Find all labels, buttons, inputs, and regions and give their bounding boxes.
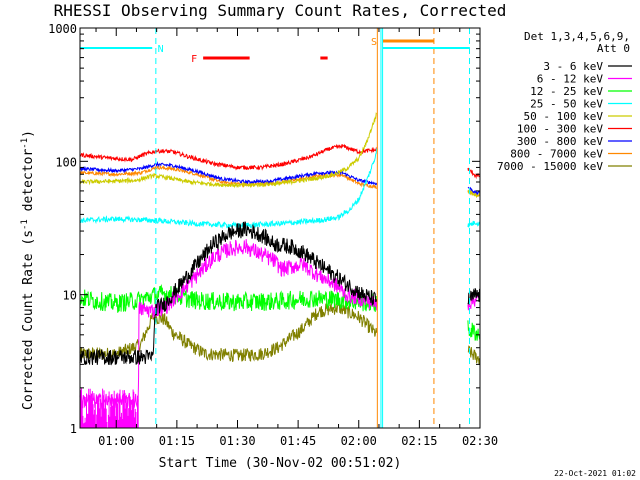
chart-title: RHESSI Observing Summary Count Rates, Co… bbox=[54, 1, 507, 20]
series-line-post bbox=[467, 320, 481, 341]
legend-label: 12 - 25 keV bbox=[530, 85, 603, 98]
legend-label: 300 - 800 keV bbox=[517, 135, 603, 148]
legend-label: 100 - 300 keV bbox=[517, 123, 603, 136]
legend-label: 25 - 50 keV bbox=[530, 98, 603, 111]
y-axis-label: Corrected Count Rate (s-1 detector-1) bbox=[20, 130, 36, 410]
series-line bbox=[79, 239, 378, 410]
x-tick-label: 01:00 bbox=[98, 434, 134, 448]
legend-label: 6 - 12 keV bbox=[537, 73, 604, 86]
series-line bbox=[79, 221, 378, 366]
footer-date: 22-Oct-2021 01:02 bbox=[554, 469, 636, 478]
x-tick-label: 01:15 bbox=[159, 434, 195, 448]
x-tick-label: 02:30 bbox=[462, 434, 498, 448]
state-bar-label: N bbox=[158, 44, 164, 55]
x-tick-label: 02:00 bbox=[341, 434, 377, 448]
legend-label: 50 - 100 keV bbox=[524, 110, 604, 123]
series-line bbox=[79, 283, 378, 313]
legend-label: 3 - 6 keV bbox=[543, 60, 603, 73]
series-line bbox=[79, 112, 378, 189]
state-bar-label: S bbox=[371, 37, 377, 48]
x-axis-label: Start Time (30-Nov-02 00:51:02) bbox=[159, 456, 402, 471]
state-bar-label: F bbox=[191, 54, 197, 65]
x-tick-label: 01:45 bbox=[280, 434, 316, 448]
y-tick-label: 100 bbox=[55, 155, 77, 169]
x-tick-label: 02:15 bbox=[401, 434, 437, 448]
series-line bbox=[79, 143, 378, 171]
series-line bbox=[79, 148, 378, 230]
legend-label: 800 - 7000 keV bbox=[510, 148, 603, 161]
legend-detectors: Det 1,3,4,5,6,9, bbox=[524, 30, 630, 43]
x-tick-label: 01:30 bbox=[219, 434, 255, 448]
y-tick-label: 10 bbox=[63, 289, 77, 303]
series-line bbox=[79, 302, 378, 362]
legend-label: 7000 - 15000 keV bbox=[497, 160, 603, 173]
y-tick-label: 1 bbox=[70, 422, 77, 436]
series-line-post bbox=[467, 220, 481, 228]
plot-frame bbox=[79, 27, 481, 429]
legend-attenuator: Att 0 bbox=[597, 42, 630, 55]
y-tick-label: 1000 bbox=[48, 22, 77, 36]
series-line bbox=[79, 160, 378, 186]
